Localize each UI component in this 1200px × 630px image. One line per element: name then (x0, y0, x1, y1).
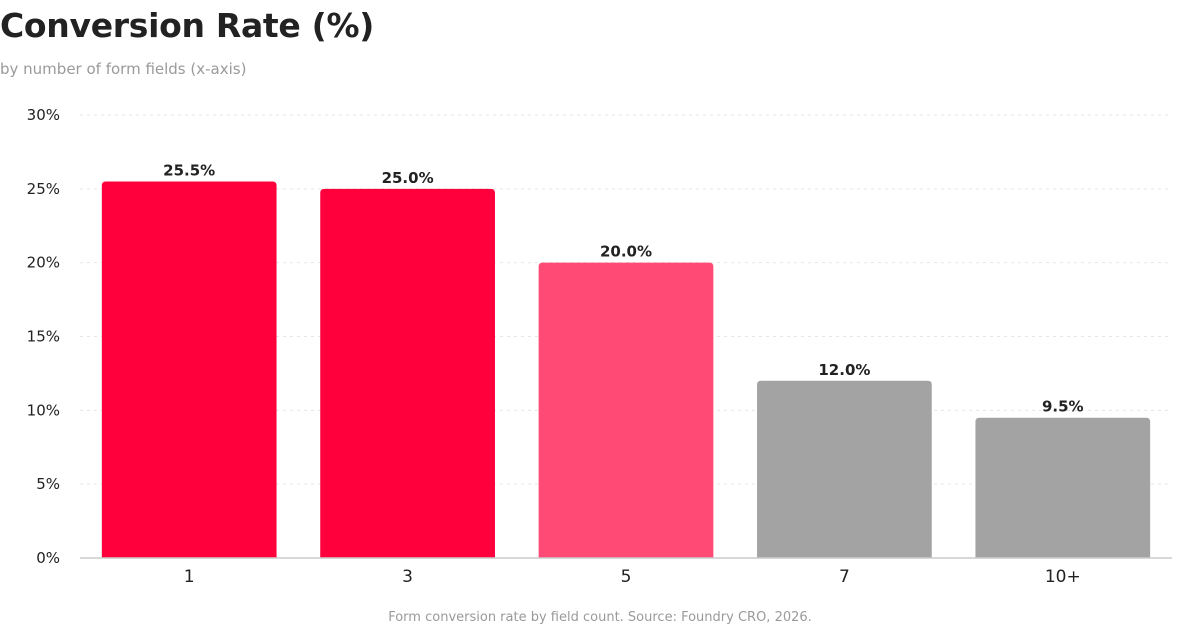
y-tick-label: 10% (27, 401, 60, 419)
x-tick-label: 7 (839, 567, 850, 587)
y-tick-label: 25% (27, 180, 60, 198)
bar-3 (320, 188, 495, 559)
data-label: 25.0% (382, 169, 434, 187)
chart-title: Conversion Rate (%) (0, 6, 375, 45)
bar-1 (101, 181, 277, 558)
y-tick-label: 0% (36, 549, 60, 567)
chart-subtitle: by number of form fields (x-axis) (0, 60, 247, 78)
y-axis: 0% 5% 10% 15% 20% 25% 30% (27, 106, 60, 567)
bar-10 (975, 417, 1151, 558)
data-label: 12.0% (818, 361, 870, 379)
data-label: 25.5% (163, 161, 215, 179)
data-label: 20.0% (600, 243, 652, 261)
data-labels: 25.5% 25.0% 20.0% 12.0% 9.5% (163, 161, 1083, 415)
bars (101, 181, 1151, 559)
y-tick-label: 15% (27, 328, 60, 346)
y-tick-label: 20% (27, 254, 60, 272)
x-tick-label: 3 (402, 567, 413, 587)
x-tick-label: 1 (184, 567, 195, 587)
y-tick-label: 30% (27, 106, 60, 124)
x-axis: 1 3 5 7 10+ (80, 557, 1172, 587)
bar-7 (757, 380, 932, 558)
x-tick-label: 5 (621, 567, 632, 587)
chart-caption: Form conversion rate by field count. Sou… (388, 610, 812, 625)
data-label: 9.5% (1042, 398, 1084, 416)
bar-5 (538, 262, 714, 558)
x-tick-label: 10+ (1045, 567, 1081, 587)
y-tick-label: 5% (36, 475, 60, 493)
